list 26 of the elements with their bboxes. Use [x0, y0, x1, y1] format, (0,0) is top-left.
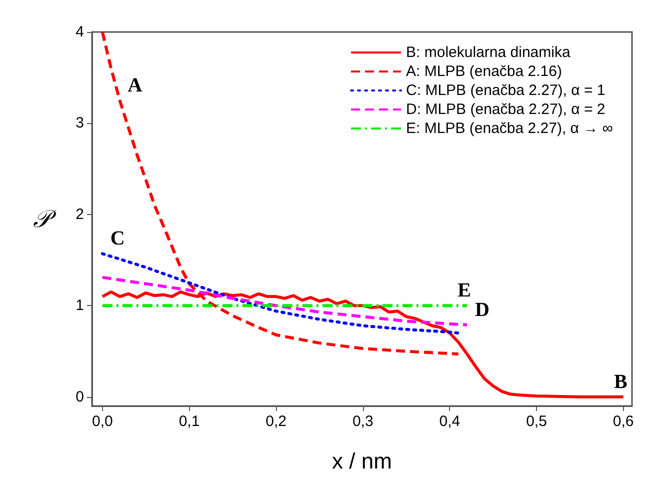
x-tick-label: 0,5 — [526, 413, 547, 430]
x-tick-label: 0,6 — [612, 413, 634, 430]
y-tick-label: 1 — [76, 297, 84, 314]
legend-label: A: MLPB (enačba 2.16) — [406, 63, 562, 80]
x-axis-title: x / nm — [332, 448, 392, 474]
y-tick-label: 3 — [76, 114, 84, 132]
legend-label: E: MLPB (enačba 2.27), α → ∞ — [406, 120, 614, 137]
x-tick-label: 0,2 — [266, 413, 286, 430]
annotation: D — [475, 298, 490, 321]
legend-label: D: MLPB (enačba 2.27), α = 2 — [406, 101, 606, 118]
y-tick-label: 0 — [76, 388, 84, 406]
line-series — [100, 252, 460, 335]
legend-label: C: MLPB (enačba 2.27), α = 1 — [406, 82, 606, 99]
x-tick-label: 0,1 — [178, 413, 200, 430]
annotation: A — [128, 74, 143, 96]
y-tick-label: 4 — [76, 24, 84, 40]
annotation: E — [458, 280, 472, 302]
y-tick-label: 2 — [76, 206, 84, 223]
y-axis-title: 𝒫 — [33, 205, 57, 233]
annotation: B — [614, 370, 628, 393]
x-tick-label: 0,3 — [352, 413, 374, 430]
x-tick-label: 0,4 — [439, 413, 460, 430]
x-tick-label: 0,0 — [92, 413, 113, 430]
legend-label: B: molekularna dinamika — [406, 44, 571, 61]
line-series — [100, 276, 469, 326]
annotation: C — [110, 228, 125, 250]
